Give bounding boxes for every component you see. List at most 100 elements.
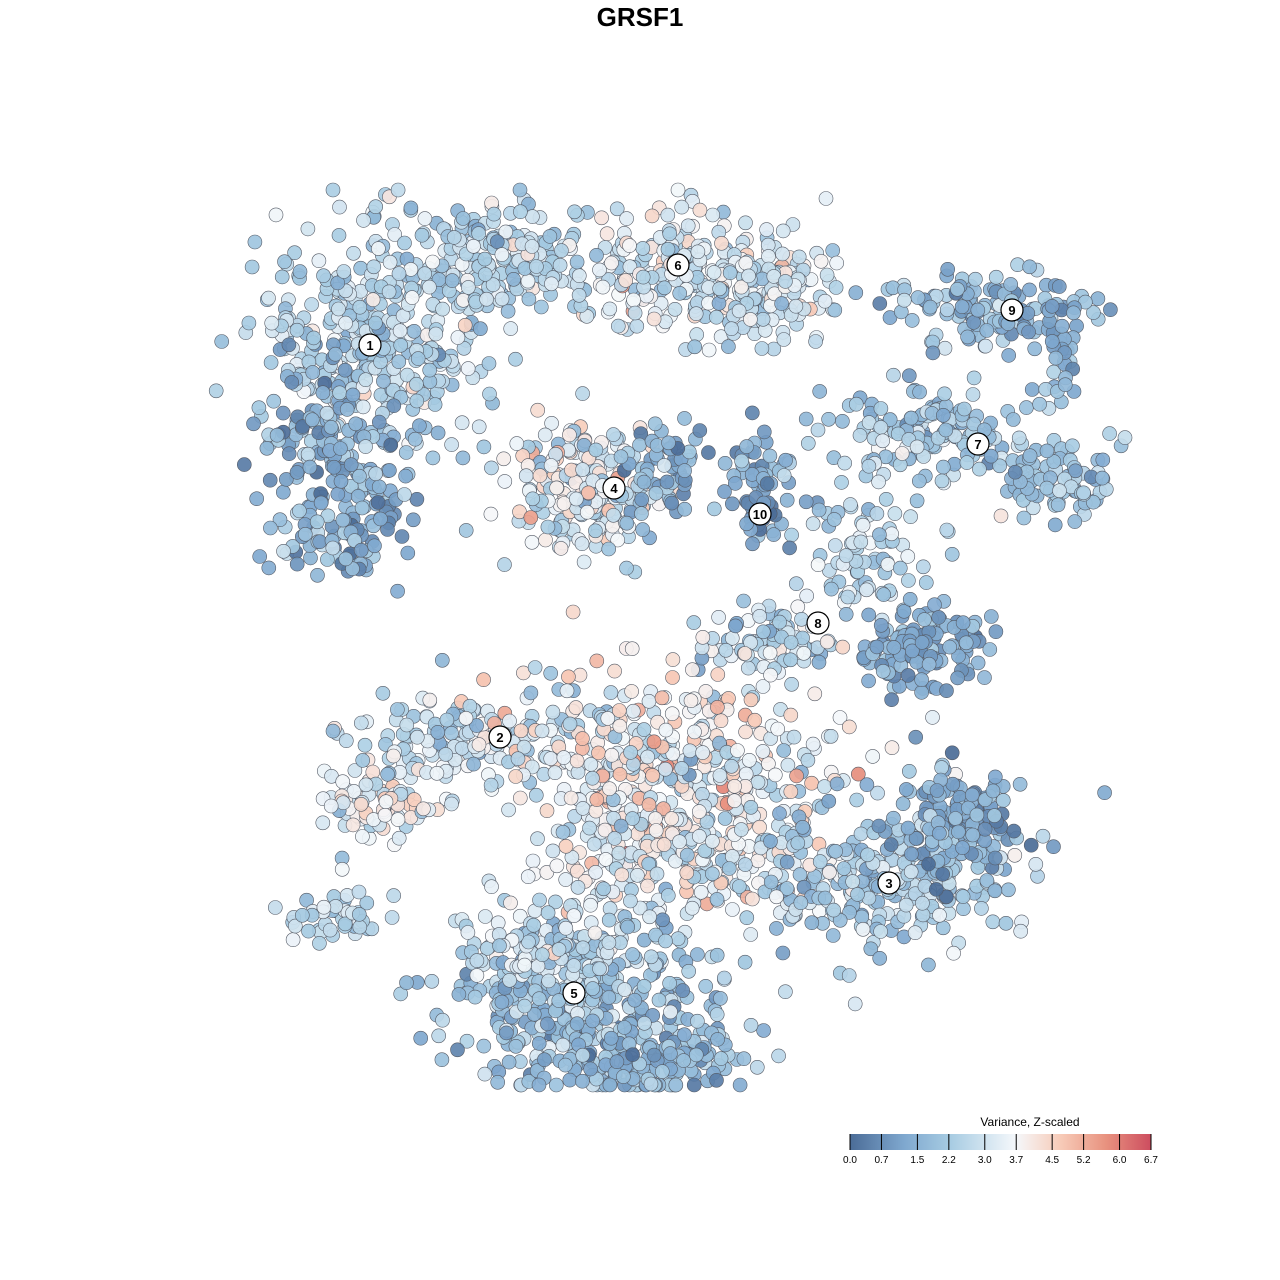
scatter-point xyxy=(471,226,487,241)
scatter-point xyxy=(326,459,342,475)
scatter-point xyxy=(398,468,413,484)
scatter-point xyxy=(304,297,319,312)
scatter-point xyxy=(330,275,346,291)
scatter-point xyxy=(241,315,257,331)
scatter-point xyxy=(494,291,510,307)
scatter-point xyxy=(392,323,408,339)
scatter-point xyxy=(444,273,460,288)
scatter-point xyxy=(289,556,305,572)
scatter-point xyxy=(336,264,352,279)
scatter-point xyxy=(348,416,364,432)
scatter-point xyxy=(289,322,305,338)
scatter-point xyxy=(382,463,397,478)
scatter-points xyxy=(208,182,1133,1093)
scatter-point xyxy=(297,526,313,542)
scatter-point xyxy=(471,419,487,435)
scatter-point xyxy=(393,337,409,353)
scatter-point xyxy=(398,445,414,460)
scatter-point xyxy=(404,290,420,305)
scatter-point xyxy=(609,201,625,217)
scatter-point xyxy=(599,226,615,241)
scatter-point xyxy=(281,446,297,462)
scatter-point xyxy=(367,538,382,554)
colorbar-tick-label: 0.7 xyxy=(874,1155,888,1166)
scatter-point xyxy=(386,398,402,414)
scatter-point xyxy=(544,276,559,292)
scatter-point xyxy=(371,414,387,430)
scatter-point xyxy=(486,206,502,222)
scatter-point xyxy=(338,551,354,567)
scatter-point xyxy=(435,301,450,317)
scatter-point xyxy=(529,259,544,274)
scatter-point xyxy=(292,264,308,279)
scatter-point xyxy=(567,204,582,220)
scatter-point xyxy=(352,468,367,484)
scatter-point xyxy=(427,397,443,412)
scatter-point xyxy=(376,373,391,389)
scatter-point xyxy=(325,540,341,556)
scatter-point xyxy=(670,182,686,198)
scatter-point xyxy=(328,346,343,362)
scatter-point xyxy=(331,228,347,243)
scatter-point xyxy=(338,315,353,331)
scatter-point xyxy=(594,210,609,226)
scatter-point xyxy=(354,500,370,516)
scatter-point xyxy=(552,257,568,273)
scatter-point xyxy=(281,337,297,353)
scatter-point xyxy=(485,277,501,293)
chart-title: GRSF1 xyxy=(596,2,684,32)
scatter-point xyxy=(818,191,834,206)
scatter-point xyxy=(455,211,471,226)
scatter-point xyxy=(425,450,441,466)
scatter-point xyxy=(394,529,410,544)
scatter-point xyxy=(325,182,341,198)
colorbar-tick-label: 3.0 xyxy=(978,1155,992,1166)
scatter-point xyxy=(542,229,558,244)
scatter-point xyxy=(554,243,569,258)
scatter-point xyxy=(214,334,229,349)
scatter-point xyxy=(460,361,476,376)
scatter-point xyxy=(473,321,488,337)
scatter-point xyxy=(692,202,708,218)
scatter-point xyxy=(261,290,276,306)
scatter-point xyxy=(335,512,351,528)
scatter-point xyxy=(333,473,349,489)
scatter-point xyxy=(533,299,549,315)
scatter-point xyxy=(521,291,537,307)
scatter-point xyxy=(714,236,729,251)
scatter-point xyxy=(390,182,406,198)
colorbar-tick-label: 1.5 xyxy=(910,1155,924,1166)
scatter-point xyxy=(482,386,497,402)
scatter-point xyxy=(444,437,459,452)
scatter-point xyxy=(500,303,516,319)
scatter-point xyxy=(251,400,267,416)
scatter-point xyxy=(479,291,494,307)
scatter-point xyxy=(391,354,407,370)
scatter-point xyxy=(310,567,325,583)
scatter-point xyxy=(381,284,397,300)
scatter-point xyxy=(332,199,347,215)
scatter-point xyxy=(513,204,528,219)
scatter-point xyxy=(208,383,224,399)
colorbar-tick-label: 6.0 xyxy=(1113,1155,1127,1166)
scatter-point xyxy=(477,267,493,282)
scatter-point xyxy=(417,266,433,282)
scatter-point xyxy=(410,351,426,366)
scatter-point xyxy=(417,211,433,226)
colorbar-tick-label: 6.7 xyxy=(1144,1155,1158,1166)
scatter-point xyxy=(494,247,510,262)
scatter-point xyxy=(373,511,388,527)
scatter-point xyxy=(399,367,415,383)
scatter-point xyxy=(368,315,383,331)
scatter-point xyxy=(414,227,430,243)
scatter-point xyxy=(339,402,355,417)
scatter-point xyxy=(405,512,421,528)
scatter-point xyxy=(355,399,371,415)
scatter-point xyxy=(403,200,419,216)
scatter-point xyxy=(489,234,505,249)
scatter-point xyxy=(315,385,331,401)
scatter-point xyxy=(358,372,374,388)
scatter-point xyxy=(246,416,261,432)
